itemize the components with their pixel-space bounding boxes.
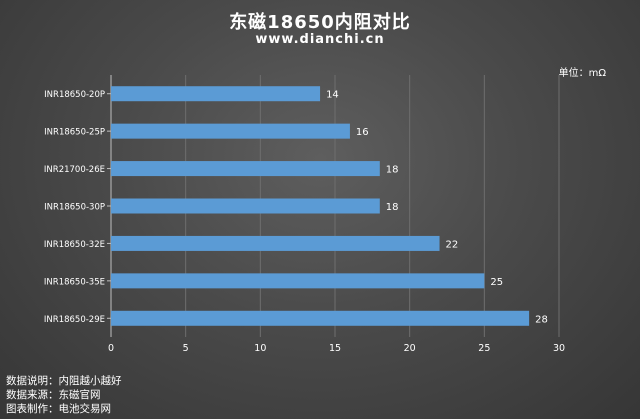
data-label: 28	[535, 314, 548, 325]
bar	[111, 86, 321, 102]
x-tick-label: 0	[108, 343, 114, 354]
data-label: 14	[326, 90, 339, 101]
note-value: 内阻越小越好	[58, 375, 122, 387]
note-value: 电池交易网	[58, 403, 112, 415]
category-label: INR18650-25P	[44, 128, 105, 138]
chart-subtitle: www.dianchi.cn	[255, 32, 385, 47]
x-tick-label: 10	[254, 343, 266, 354]
data-label: 25	[490, 277, 503, 288]
bar	[111, 161, 380, 177]
note-label: 图表制作：	[6, 403, 59, 415]
data-label: 18	[386, 202, 399, 213]
note-data-source: 数据来源：东磁官网	[6, 388, 122, 402]
category-label: INR18650-35E	[44, 277, 105, 287]
category-label: INR18650-32E	[44, 240, 105, 250]
note-label: 数据说明：	[6, 375, 59, 387]
category-label: INR18650-20P	[44, 90, 105, 100]
bar	[111, 310, 530, 326]
bar	[111, 198, 380, 214]
data-label: 16	[356, 127, 369, 138]
x-tick-label: 20	[404, 343, 416, 354]
data-label: 22	[446, 239, 459, 250]
category-label: INR18650-30P	[44, 203, 105, 213]
chart-notes: 数据说明：内阻越小越好 数据来源：东磁官网 图表制作：电池交易网	[6, 374, 122, 416]
unit-label: 单位：mΩ	[558, 68, 606, 79]
note-label: 数据来源：	[6, 389, 59, 401]
note-value: 东磁官网	[58, 389, 101, 401]
chart-title: 东磁18650内阻对比	[229, 12, 411, 33]
category-label: INR21700-26E	[44, 165, 105, 175]
x-tick-label: 30	[553, 343, 565, 354]
bar	[111, 235, 440, 251]
category-label: INR18650-29E	[44, 315, 105, 325]
x-tick-label: 15	[329, 343, 341, 354]
bar	[111, 273, 485, 289]
note-chart-maker: 图表制作：电池交易网	[6, 402, 122, 416]
note-data-description: 数据说明：内阻越小越好	[6, 374, 122, 388]
bar	[111, 123, 350, 139]
x-tick-label: 25	[478, 343, 490, 354]
data-label: 18	[386, 165, 399, 176]
x-tick-label: 5	[183, 343, 189, 354]
